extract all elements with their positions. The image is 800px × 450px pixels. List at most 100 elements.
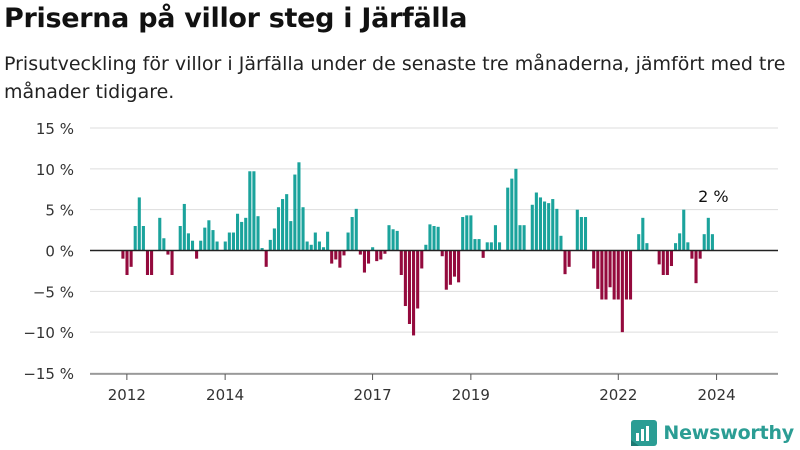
bar — [420, 250, 424, 269]
x-tick-label: 2019 — [452, 386, 490, 404]
bar — [710, 234, 714, 251]
bar — [211, 230, 215, 251]
bar — [665, 250, 669, 275]
bar — [702, 234, 706, 251]
bar — [485, 242, 489, 251]
bar — [604, 250, 608, 300]
y-tick-label: −10 % — [23, 324, 74, 342]
bar — [182, 203, 186, 251]
chart-title: Priserna på villor steg i Järfälla — [4, 3, 468, 34]
bar — [428, 224, 432, 251]
bar — [448, 250, 452, 285]
bar — [301, 207, 305, 251]
bar — [657, 250, 661, 265]
bar — [555, 208, 559, 251]
bar — [285, 194, 289, 251]
bar — [489, 242, 493, 251]
bar — [178, 226, 182, 251]
bar — [231, 232, 235, 251]
bar — [133, 226, 137, 251]
bar — [150, 250, 154, 275]
bar — [432, 226, 436, 251]
bar — [264, 250, 268, 267]
bar — [620, 250, 624, 333]
bar — [248, 171, 252, 251]
bar — [321, 247, 326, 251]
x-tick-label: 2012 — [108, 386, 146, 404]
bar — [530, 204, 534, 251]
bar — [256, 216, 260, 251]
bar — [297, 162, 301, 251]
bar — [240, 221, 244, 251]
bar — [407, 250, 412, 324]
bar — [383, 250, 387, 254]
bar — [481, 250, 485, 258]
bar — [313, 232, 317, 251]
bar — [628, 250, 633, 300]
bar — [338, 250, 342, 268]
bar — [403, 250, 407, 307]
bar — [129, 250, 133, 267]
bar — [686, 242, 690, 251]
bar — [444, 250, 448, 290]
bar — [252, 171, 256, 251]
bar — [543, 201, 547, 251]
bar — [145, 250, 150, 275]
bar — [158, 217, 162, 251]
bar — [465, 215, 469, 251]
bar — [346, 232, 350, 251]
bar — [608, 250, 612, 288]
bar — [461, 217, 465, 251]
bar — [137, 197, 141, 251]
bar — [682, 209, 686, 251]
bar — [141, 226, 145, 251]
bar — [600, 250, 604, 300]
bar — [563, 250, 567, 275]
x-tick-label: 2014 — [206, 386, 244, 404]
bar — [350, 217, 354, 251]
bar — [399, 250, 403, 275]
bar — [694, 250, 698, 284]
bar — [514, 168, 518, 251]
bar — [317, 241, 321, 251]
bar — [469, 215, 473, 251]
bar — [678, 233, 682, 251]
bar — [538, 197, 543, 251]
chart-subtitle: Prisutveckling för villor i Järfälla und… — [4, 53, 786, 103]
bar — [195, 250, 199, 259]
bar — [661, 250, 665, 275]
bar — [358, 250, 362, 255]
bar — [366, 250, 371, 264]
bar — [260, 248, 264, 251]
bar — [121, 250, 125, 259]
x-tick-label: 2022 — [599, 386, 637, 404]
bar — [567, 250, 571, 267]
bar — [698, 250, 702, 259]
bar — [477, 239, 481, 251]
y-tick-label: 15 % — [36, 120, 74, 138]
bar — [190, 240, 195, 251]
bar — [534, 192, 538, 251]
bar — [424, 244, 428, 251]
x-tick-label: 2024 — [697, 386, 735, 404]
bar — [326, 231, 330, 251]
bar — [170, 250, 174, 275]
bar — [203, 227, 207, 251]
y-tick-label: −5 % — [33, 283, 74, 301]
bar — [690, 250, 694, 259]
bar — [342, 250, 346, 256]
bar — [575, 209, 579, 251]
bar — [596, 250, 600, 289]
y-tick-label: 5 % — [45, 202, 74, 220]
bar — [669, 250, 674, 267]
y-tick-label: −15 % — [23, 365, 74, 383]
bar — [440, 250, 444, 257]
bar — [227, 232, 231, 251]
bar — [497, 242, 502, 251]
y-tick-label: 0 % — [45, 243, 74, 261]
bar — [706, 217, 710, 251]
bar — [551, 199, 555, 251]
bar — [473, 239, 477, 251]
bar — [186, 233, 190, 251]
bar — [624, 250, 628, 300]
